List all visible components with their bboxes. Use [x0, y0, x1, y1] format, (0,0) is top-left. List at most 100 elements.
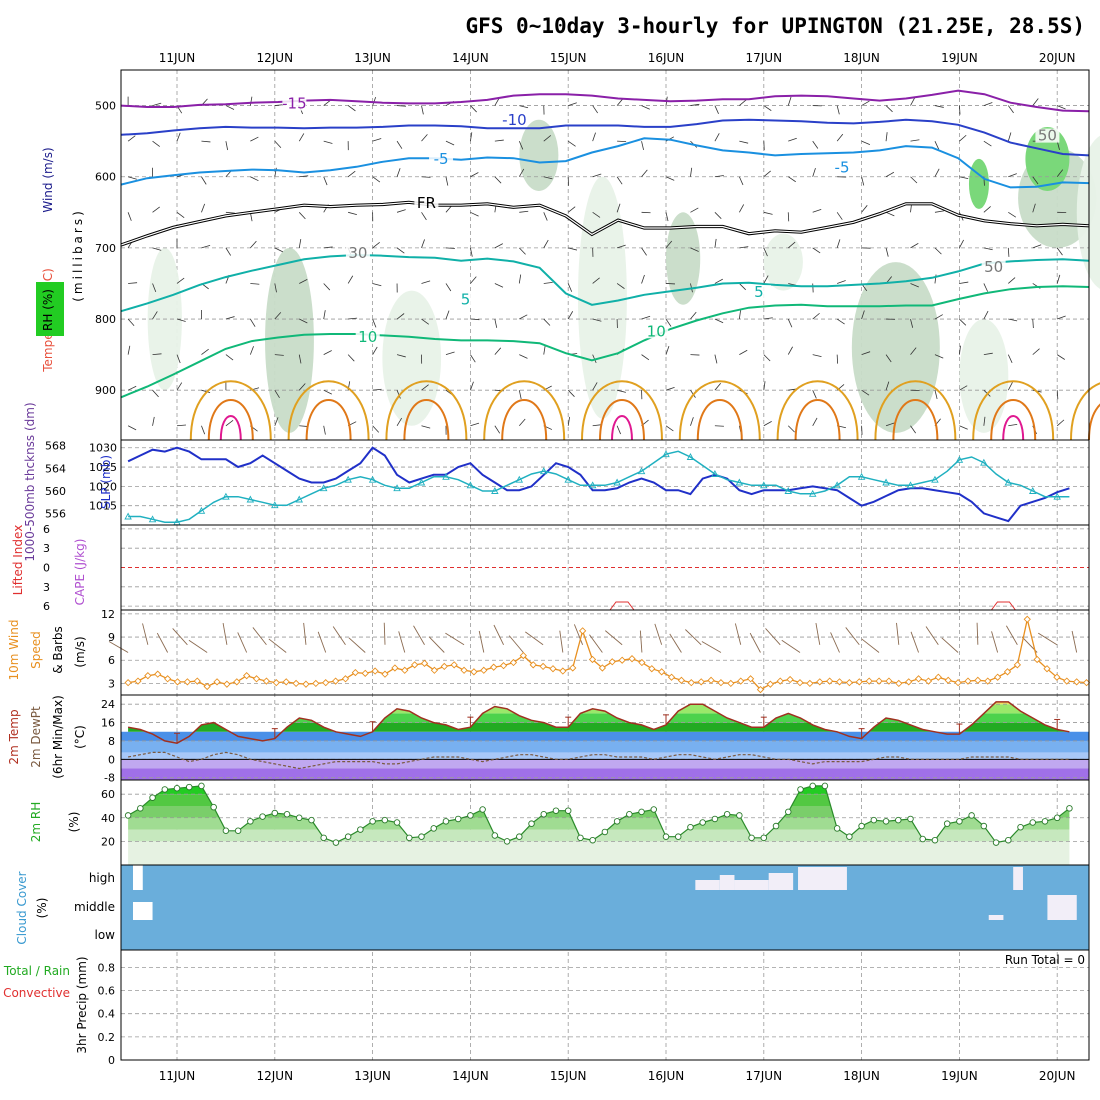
wind-speed-marker: [480, 666, 488, 674]
cloud-clear-patch: [1047, 895, 1077, 920]
precip-axis-label: 3hr Precip (mm): [75, 956, 89, 1053]
wind-barb: [250, 136, 259, 142]
wind-speed-marker: [944, 676, 952, 684]
rh-marker: [980, 822, 988, 830]
wind-barb-10m: [781, 639, 801, 653]
wind-barb: [519, 354, 528, 359]
wind-barb: [568, 102, 577, 106]
wind-barb-10m: [573, 624, 584, 645]
rh-marker: [1041, 818, 1049, 825]
wind-barb: [470, 381, 474, 391]
wind-barb: [665, 176, 675, 181]
wind-speed-marker: [1053, 673, 1061, 681]
wind-barb: [396, 390, 401, 399]
wind-barb: [739, 246, 749, 249]
slp-tick-label: 1015: [89, 500, 117, 513]
wind-barb-10m: [685, 629, 702, 646]
wind-barb: [959, 425, 968, 430]
wind-barb: [518, 168, 525, 177]
wind-barb: [421, 239, 425, 249]
wind-barb-10m: [428, 636, 445, 653]
wind-barb: [519, 210, 529, 213]
wind-barb: [298, 383, 306, 391]
rh-marker: [564, 807, 572, 814]
wind-barb: [787, 96, 792, 106]
wind-barb: [298, 133, 305, 142]
wind-barb: [910, 283, 919, 288]
wind-barb: [885, 211, 895, 217]
wind-speed-marker: [835, 678, 844, 686]
wind-barb: [665, 212, 669, 222]
wind-barb-10m: [108, 641, 129, 653]
wind-barb: [543, 239, 549, 249]
wind-barb-10m: [604, 630, 623, 646]
wind-speed-marker: [233, 678, 241, 686]
wind-speed-marker: [598, 664, 607, 672]
isotherm-line: [120, 118, 1090, 157]
wind-barb: [763, 247, 768, 257]
wind-barb: [788, 137, 797, 142]
wind-barb: [127, 345, 131, 355]
rh-marker: [1029, 819, 1036, 826]
wind-speed-marker: [529, 661, 537, 669]
surface-warm-contour: [892, 399, 939, 441]
wind-unit-label: (m/s): [73, 636, 87, 667]
wind-speed-marker: [559, 667, 567, 675]
rh-marker: [748, 834, 755, 842]
wind-barb: [959, 134, 967, 142]
rh-marker: [442, 818, 450, 825]
wind-barb: [665, 345, 670, 355]
wind-barb: [665, 425, 674, 432]
wind-barb: [983, 140, 992, 147]
pressure-tick-label: 900: [95, 384, 116, 397]
wind-barb: [934, 390, 938, 400]
wind-barb: [1008, 318, 1018, 322]
wind-speed-marker: [816, 678, 824, 686]
wind-barb: [518, 274, 522, 284]
wind-barb-10m: [445, 632, 465, 646]
rh-marker: [650, 806, 658, 813]
wind-barb: [787, 241, 796, 249]
wind-speed-marker: [914, 675, 923, 683]
wind-speed-marker: [588, 655, 597, 664]
wind-barb-10m: [701, 641, 722, 653]
wind-barb: [592, 424, 602, 427]
surface-warm-contour: [189, 380, 272, 441]
wind-barb: [348, 317, 358, 320]
contour-label-bg: [355, 329, 380, 344]
wind-speed-marker: [154, 670, 162, 678]
surface-warm-contour: [207, 399, 254, 441]
li-tick-label: 3: [43, 581, 50, 594]
wind-speed-marker: [608, 658, 616, 666]
rh-marker: [699, 819, 706, 826]
wind-barb: [787, 425, 795, 433]
rh-marker: [234, 827, 242, 835]
wind-barb: [934, 314, 943, 320]
wind-speed-marker: [648, 665, 656, 673]
wind-barb: [934, 168, 940, 177]
wind-speed-marker: [855, 678, 863, 686]
panel-frames: [120, 69, 1090, 1061]
wind-speed-marker: [677, 676, 686, 684]
rh-marker: [454, 815, 462, 823]
rh-marker: [589, 836, 596, 844]
wind-speed-marker: [549, 665, 557, 673]
wind-speed-marker: [796, 678, 804, 687]
rh-marker: [137, 805, 144, 812]
thickness-marker: [784, 487, 793, 494]
run-total-label: Run Total = 0: [1005, 953, 1085, 967]
contour-label-bg: [453, 292, 478, 307]
wind-speed-marker: [776, 677, 784, 685]
thickness-marker: [906, 481, 915, 489]
wind-barb-10m: [348, 637, 366, 653]
wind-barb: [470, 132, 473, 142]
wind-barb: [567, 283, 573, 292]
wind-barb-10m: [398, 631, 406, 653]
wind-tick-label: 6: [108, 654, 115, 667]
wind-barb: [1056, 390, 1059, 400]
wind-speed-marker: [490, 663, 498, 671]
wind-barb: [714, 105, 719, 114]
wind-barb: [396, 209, 406, 213]
thickness-marker: [1004, 478, 1013, 486]
